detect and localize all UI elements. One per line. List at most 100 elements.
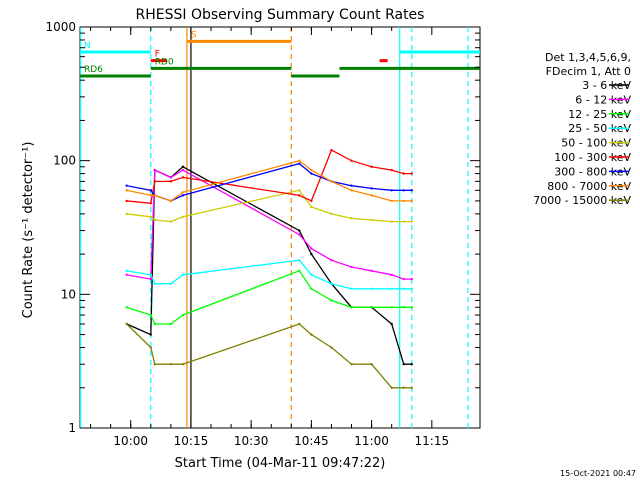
data-point xyxy=(125,322,128,326)
data-point xyxy=(181,313,185,317)
x-tick-label: 11:15 xyxy=(415,434,450,448)
data-point xyxy=(169,199,173,203)
data-point xyxy=(298,162,301,165)
flag-label-rd0: RD0 xyxy=(155,57,174,67)
legend-entry-label: 7000 - 15000 keV xyxy=(533,194,631,207)
data-point xyxy=(125,273,128,277)
data-point xyxy=(330,212,333,216)
data-point xyxy=(181,168,185,172)
data-point xyxy=(310,205,313,209)
data-point xyxy=(298,189,301,192)
data-point xyxy=(181,273,185,277)
data-point xyxy=(298,269,301,272)
series-line-8 xyxy=(126,323,412,389)
data-point xyxy=(370,306,373,309)
data-point xyxy=(298,233,301,236)
data-point xyxy=(370,187,373,190)
data-point xyxy=(169,180,173,183)
data-point xyxy=(125,189,128,192)
data-point xyxy=(149,189,152,192)
data-point xyxy=(390,199,393,203)
data-point xyxy=(169,282,173,285)
flag-label-f: F xyxy=(155,50,160,60)
x-axis-ticks: 10:00 10:15 10:30 10:45 11:00 11:15 xyxy=(90,27,450,448)
data-point xyxy=(402,220,405,223)
legend-header-line: FDecim 1, Att 0 xyxy=(546,65,631,78)
legend-entry-label: 3 - 6 keV xyxy=(582,79,631,92)
plot-frame xyxy=(79,26,481,429)
data-point xyxy=(310,199,313,203)
data-point xyxy=(390,189,393,192)
data-point xyxy=(330,346,333,349)
data-point xyxy=(330,180,333,183)
data-point xyxy=(298,259,301,262)
data-point xyxy=(390,306,393,309)
y-tick-label: 100 xyxy=(53,154,76,168)
data-point xyxy=(149,333,152,336)
data-point xyxy=(390,168,393,172)
data-point xyxy=(390,386,393,389)
data-point xyxy=(125,184,128,187)
data-point xyxy=(330,282,333,285)
x-tick-label: 10:30 xyxy=(234,434,269,448)
data-point xyxy=(370,218,373,222)
data-point xyxy=(350,363,353,366)
data-point xyxy=(310,172,313,175)
y-tick-label: 1 xyxy=(68,421,76,435)
data-point xyxy=(153,282,157,285)
legend-entry-label: 6 - 12 keV xyxy=(575,93,631,106)
data-point xyxy=(410,287,413,291)
data-point xyxy=(350,306,353,309)
x-tick-label: 10:45 xyxy=(294,434,329,448)
data-point xyxy=(350,265,353,269)
data-point xyxy=(410,386,413,389)
data-point xyxy=(181,215,185,219)
data-point xyxy=(125,199,128,203)
data-point xyxy=(350,159,353,162)
x-tick-label: 11:00 xyxy=(354,434,389,448)
legend-entry-label: 100 - 300 keV xyxy=(554,151,631,164)
y-tick-label: 10 xyxy=(61,287,76,301)
data-point xyxy=(370,194,373,197)
data-point xyxy=(169,176,173,179)
series-line-2 xyxy=(126,270,412,325)
flag-label-n: N xyxy=(84,41,91,51)
data-point xyxy=(153,194,157,197)
data-point xyxy=(149,277,152,281)
data-point xyxy=(410,306,413,309)
data-point xyxy=(390,322,393,326)
data-point xyxy=(181,363,185,366)
data-point xyxy=(330,259,333,262)
legend-entry-label: 12 - 25 keV xyxy=(568,108,631,121)
data-point xyxy=(149,346,152,349)
data-point xyxy=(149,194,152,197)
legend: Det 1,3,4,5,6,9,FDecim 1, Att 03 - 6 keV… xyxy=(533,51,631,207)
x-axis-label: Start Time (04-Mar-11 09:47:22) xyxy=(175,456,386,471)
data-point xyxy=(390,273,393,277)
data-point xyxy=(298,322,301,326)
data-point xyxy=(181,176,185,179)
legend-entry-label: 300 - 800 keV xyxy=(554,165,631,178)
data-point xyxy=(125,212,128,216)
series-line-3 xyxy=(126,259,412,290)
data-point xyxy=(298,194,301,197)
y-axis-label: Count Rate (s⁻¹ detector⁻¹) xyxy=(21,142,36,319)
data-point xyxy=(402,306,405,309)
legend-entry-label: 25 - 50 keV xyxy=(568,122,631,135)
flag-label-s: S xyxy=(191,30,197,40)
legend-entry-label: 800 - 7000 keV xyxy=(547,180,631,193)
data-point xyxy=(370,269,373,272)
data-point xyxy=(298,159,301,162)
data-point xyxy=(153,180,157,183)
series-line-1 xyxy=(126,169,412,280)
data-point xyxy=(149,215,152,219)
data-point xyxy=(402,386,405,389)
data-point xyxy=(402,172,405,175)
data-point xyxy=(181,194,185,197)
data-point xyxy=(330,148,333,152)
data-point xyxy=(169,220,173,223)
data-point xyxy=(350,189,353,192)
data-point xyxy=(350,217,353,220)
